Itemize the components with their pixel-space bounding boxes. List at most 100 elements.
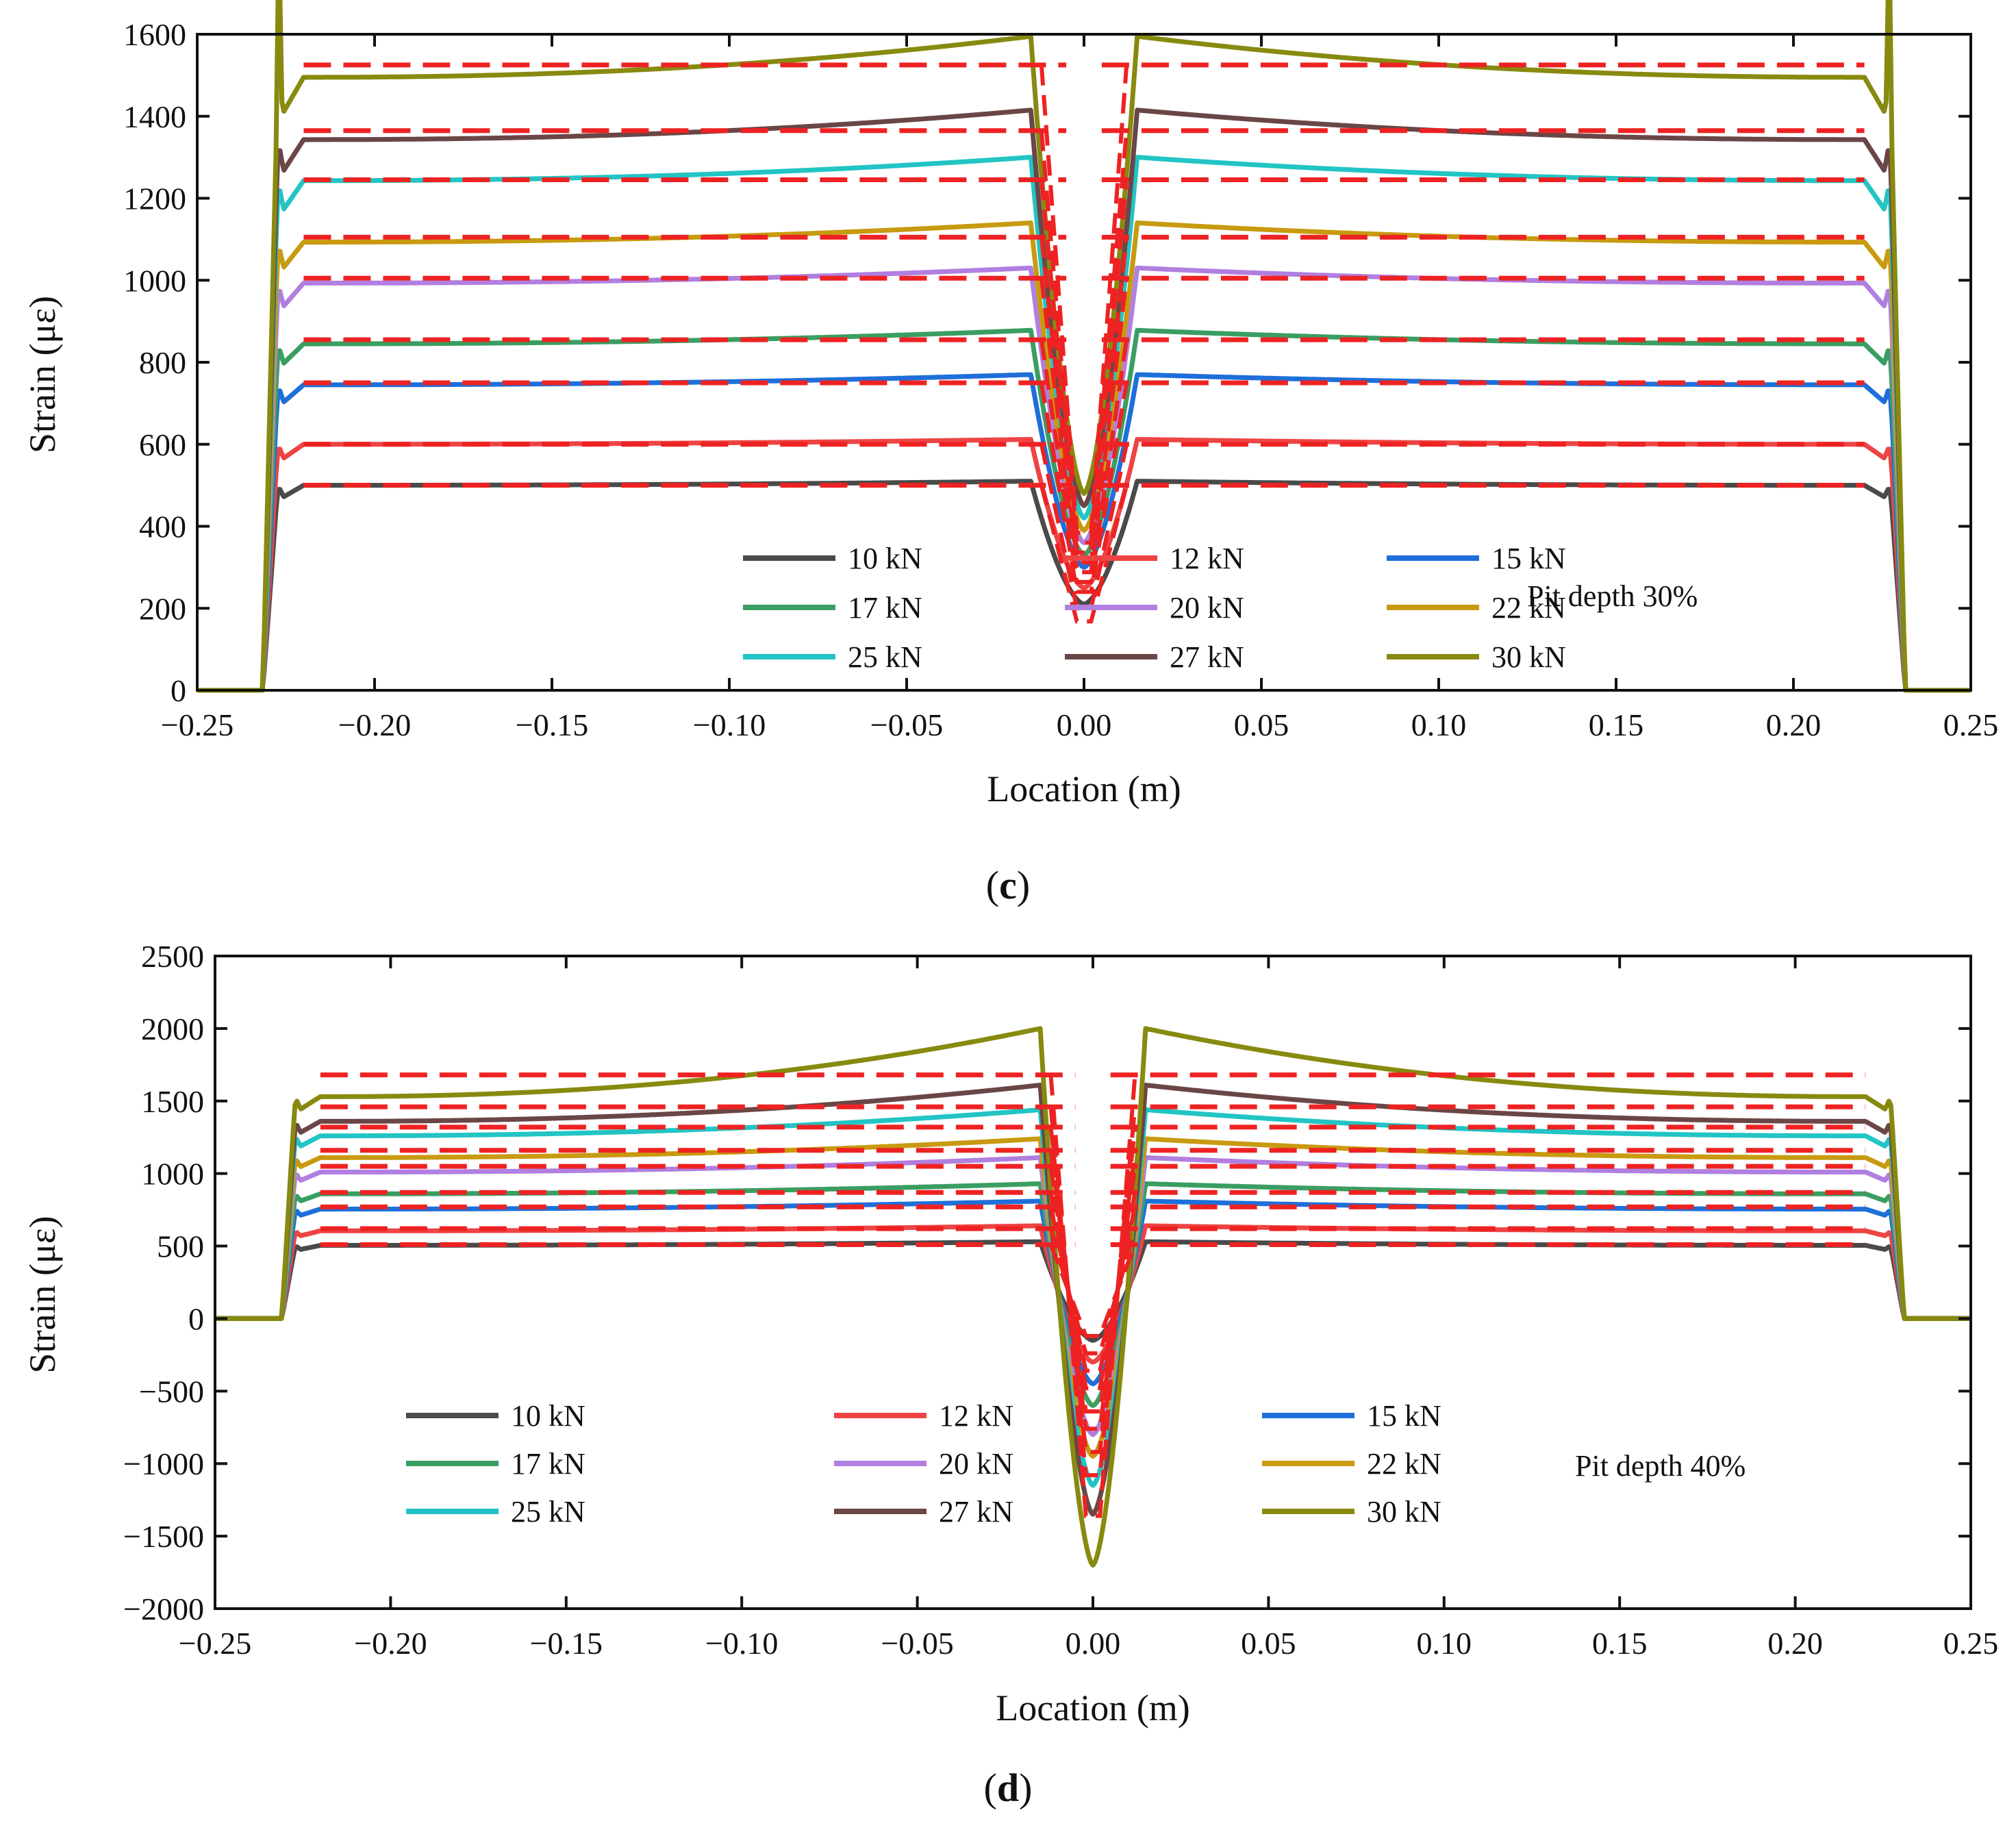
x-tick-label: 0.05	[1234, 707, 1289, 742]
reference-dip	[1039, 339, 1129, 584]
reference-dip	[1039, 130, 1129, 545]
y-tick-label: 400	[139, 510, 186, 544]
chart-panel-c: −0.25 −0.20 −0.15 −0.10 −0.05 0.00 0.05 0.10 0.1…	[22, 0, 1998, 907]
x-tick-label: −0.20	[338, 707, 411, 742]
y-tick-label: 1400	[123, 99, 186, 134]
y-axis-title-d: Strain (με)	[22, 1216, 63, 1373]
y-tick-label: 1000	[123, 263, 186, 298]
x-tick-label: −0.05	[881, 1626, 953, 1661]
y-tick-label: −1500	[123, 1519, 204, 1554]
legend-label: 20 kN	[939, 1447, 1013, 1481]
x-tick-label: −0.20	[354, 1626, 427, 1661]
x-tick-label: 0.15	[1592, 1626, 1648, 1661]
reference-dip	[1039, 277, 1129, 575]
x-axis-title-d: Location (m)	[996, 1687, 1189, 1728]
x-tick-label: −0.10	[705, 1626, 778, 1661]
legend-label: 10 kN	[511, 1399, 585, 1433]
reference-dip	[1039, 484, 1129, 624]
y-tick-label: 600	[139, 427, 186, 462]
legend-label: 30 kN	[1491, 640, 1566, 674]
legend-label: 22 kN	[1367, 1447, 1441, 1481]
y-tick-label: −2000	[123, 1592, 204, 1626]
y-tick-label: 1200	[123, 181, 186, 216]
panel-label-d: (d)	[984, 1765, 1033, 1810]
x-tick-label: 0.10	[1411, 707, 1467, 742]
legend-label: 22 kN	[1491, 591, 1566, 625]
x-tick-label: 0.00	[1057, 707, 1112, 742]
legend-label: 20 kN	[1170, 591, 1244, 625]
x-tick-label: −0.15	[516, 707, 588, 742]
series-line-27kn	[197, 108, 1971, 693]
y-tick-label: −1000	[123, 1446, 204, 1481]
series-line-10kn	[214, 1239, 1971, 1343]
y-ticks-c: 0 200 400 600 800 1000 1200 1400 1600	[123, 17, 1971, 708]
series-line-17kn	[214, 1181, 1971, 1408]
reference-dip	[1039, 382, 1129, 594]
x-tick-label: 0.25	[1943, 1626, 1999, 1661]
legend-c: 10 kN 12 kN 15 kN 17 kN 20 kN 22 kN 25 kN 27 kN…	[743, 542, 1566, 674]
x-tick-label: 0.15	[1589, 707, 1644, 742]
series-line-22kn	[197, 220, 1971, 693]
pit-depth-annotation-d: Pit depth 40%	[1575, 1449, 1746, 1483]
reference-dip	[1048, 1074, 1137, 1518]
series-line-30kn	[197, 0, 1971, 693]
legend-label: 15 kN	[1491, 542, 1566, 575]
y-tick-label: 2000	[141, 1011, 204, 1046]
x-tick-label: 0.25	[1943, 707, 1999, 742]
x-tick-label: 0.20	[1767, 1626, 1823, 1661]
x-tick-label: 0.10	[1417, 1626, 1472, 1661]
y-tick-label: 0	[171, 673, 186, 708]
y-tick-label: 0	[188, 1301, 204, 1336]
legend-label: 10 kN	[848, 542, 922, 575]
legend-d: 10 kN 12 kN 15 kN 17 kN 20 kN 22 kN 25 kN 27 kN…	[406, 1399, 1441, 1529]
x-tick-label: 0.05	[1241, 1626, 1296, 1661]
reference-lines-d	[320, 1072, 1866, 1518]
panel-label-c: (c)	[986, 863, 1030, 907]
panel-letter-d: d	[997, 1765, 1019, 1810]
legend-label: 17 kN	[511, 1447, 585, 1481]
series-line-17kn	[197, 327, 1971, 693]
pit-depth-annotation-c: Pit depth 30%	[1527, 579, 1698, 613]
x-tick-label: −0.05	[870, 707, 943, 742]
legend-label: 27 kN	[1170, 640, 1244, 674]
y-tick-label: 1000	[141, 1157, 204, 1192]
y-tick-label: 1500	[141, 1084, 204, 1119]
y-tick-label: 1600	[123, 17, 186, 52]
series-line-20kn	[197, 265, 1971, 693]
y-tick-label: 800	[139, 345, 186, 380]
x-tick-label: 0.00	[1066, 1626, 1121, 1661]
series-line-27kn	[214, 1083, 1971, 1517]
series-line-20kn	[214, 1155, 1971, 1437]
y-tick-label: 200	[139, 591, 186, 626]
x-ticks-c: −0.25 −0.20 −0.15 −0.10 −0.05 0.00 0.05 0.10 0.1…	[161, 34, 1998, 742]
reference-dip	[1039, 179, 1129, 555]
y-tick-label: 2500	[141, 939, 204, 974]
x-axis-title-c: Location (m)	[987, 768, 1181, 809]
reference-dip	[1048, 1106, 1137, 1478]
legend-label: 25 kN	[511, 1495, 585, 1529]
x-tick-label: 0.20	[1766, 707, 1822, 742]
x-tick-label: −0.25	[179, 1626, 251, 1661]
series-line-25kn	[214, 1107, 1971, 1488]
legend-label: 25 kN	[848, 640, 922, 674]
y-tick-label: −500	[139, 1374, 204, 1409]
series-curves-c	[197, 0, 1971, 693]
x-ticks-d: −0.25 −0.20 −0.15 −0.10 −0.05 0.00 0.05 0.10 0.1…	[179, 956, 1998, 1661]
legend-label: 12 kN	[1170, 542, 1244, 575]
y-tick-label: 500	[157, 1229, 204, 1264]
legend-label: 30 kN	[1367, 1495, 1441, 1529]
legend-label: 17 kN	[848, 591, 922, 625]
legend-label: 27 kN	[939, 1495, 1013, 1529]
series-line-30kn	[214, 1026, 1971, 1568]
x-tick-label: −0.10	[693, 707, 766, 742]
series-line-22kn	[214, 1136, 1971, 1459]
y-ticks-d: −2000 −1500 −1000 −500 0 500 1000 1500 2000 2500	[123, 939, 1971, 1626]
chart-panel-d: −0.25 −0.20 −0.15 −0.10 −0.05 0.00 0.05 0.10 0.1…	[22, 939, 1998, 1810]
reference-lines-c	[303, 62, 1865, 624]
y-axis-title-c: Strain (με)	[22, 296, 63, 453]
panel-letter-c: c	[999, 863, 1017, 907]
reference-dip	[1039, 237, 1129, 565]
x-tick-label: −0.25	[161, 707, 234, 742]
legend-label: 15 kN	[1367, 1399, 1441, 1433]
